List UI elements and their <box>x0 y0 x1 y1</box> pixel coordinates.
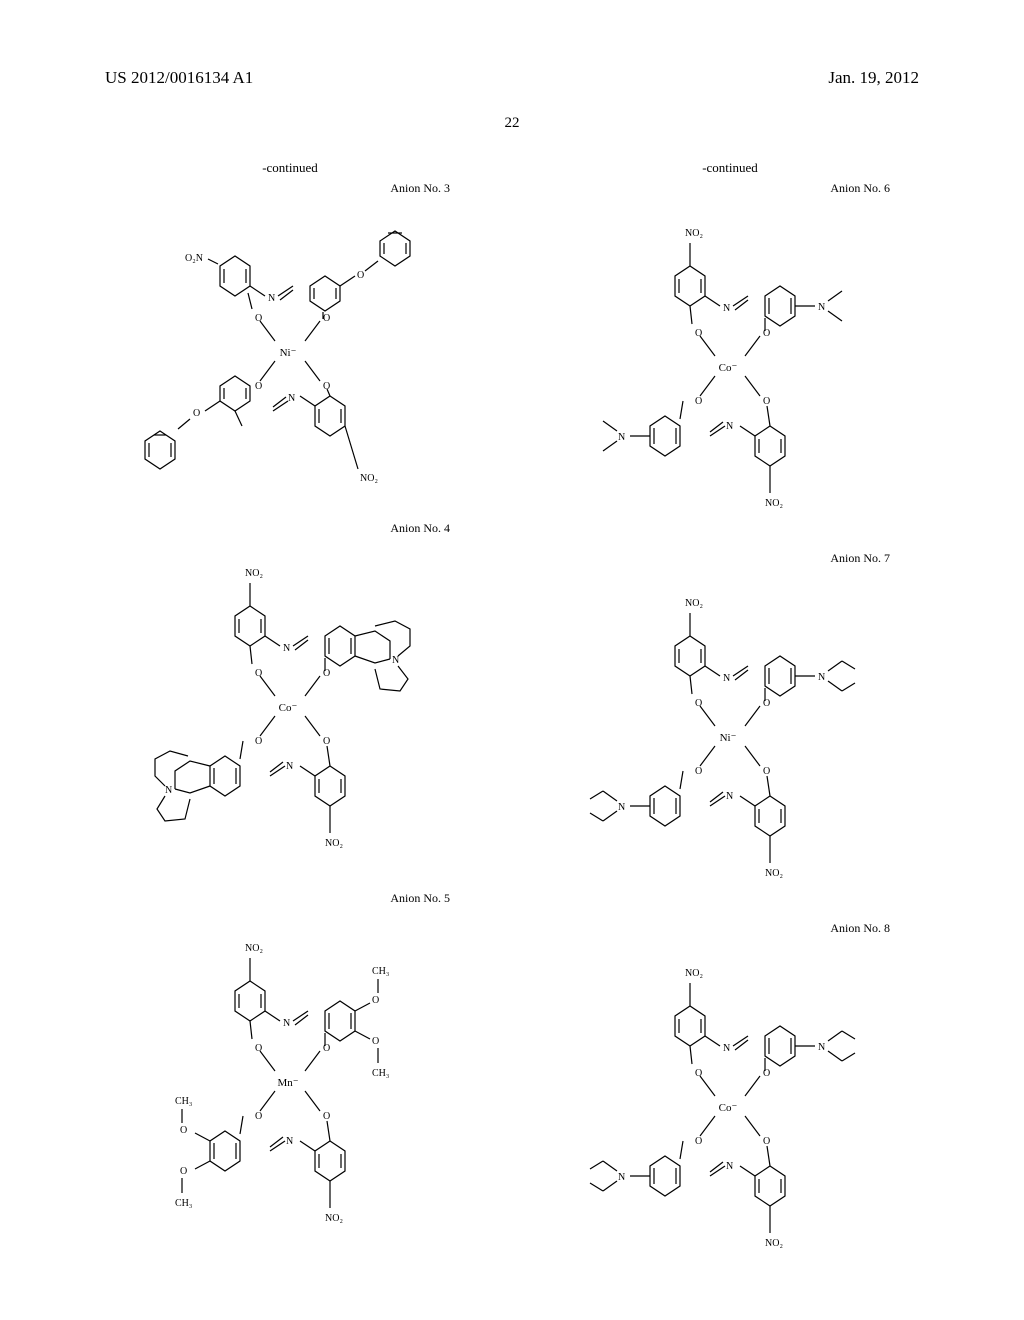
svg-text:O: O <box>695 1068 702 1079</box>
svg-text:N: N <box>726 1161 733 1172</box>
svg-text:N: N <box>818 672 825 683</box>
svg-text:NO₂: NO₂ <box>685 228 703 239</box>
svg-text:O: O <box>763 698 770 709</box>
svg-text:N: N <box>618 1172 625 1183</box>
svg-text:Co⁻: Co⁻ <box>279 702 298 714</box>
svg-text:NO₂: NO₂ <box>685 968 703 979</box>
svg-text:N: N <box>726 791 733 802</box>
svg-text:CH₃: CH₃ <box>175 1096 192 1107</box>
svg-text:O: O <box>763 766 770 777</box>
continued-label-left: -continued <box>100 160 480 176</box>
svg-text:O: O <box>323 381 330 392</box>
svg-text:NO₂: NO₂ <box>685 598 703 609</box>
svg-text:O: O <box>193 408 200 419</box>
svg-text:Co⁻: Co⁻ <box>719 1102 738 1114</box>
svg-text:N: N <box>283 1018 290 1029</box>
svg-text:O: O <box>323 313 330 324</box>
svg-text:O: O <box>695 1136 702 1147</box>
svg-text:O: O <box>357 270 364 281</box>
svg-text:N: N <box>283 643 290 654</box>
chemical-structure-5: Mn⁻ O O O O NO₂ N <box>100 911 480 1251</box>
publication-date: Jan. 19, 2012 <box>828 68 919 88</box>
svg-text:O: O <box>255 381 262 392</box>
svg-text:O: O <box>695 328 702 339</box>
svg-text:Co⁻: Co⁻ <box>719 362 738 374</box>
svg-text:O: O <box>763 396 770 407</box>
svg-text:O: O <box>372 995 379 1006</box>
svg-text:O: O <box>323 736 330 747</box>
svg-text:NO₂: NO₂ <box>765 498 783 509</box>
svg-text:N: N <box>723 1043 730 1054</box>
left-column: -continued Anion No. 3 Ni⁻ O O O O <box>100 160 480 1271</box>
svg-text:O: O <box>255 1043 262 1054</box>
svg-text:O: O <box>323 668 330 679</box>
svg-text:Mn⁻: Mn⁻ <box>277 1077 298 1089</box>
svg-text:NO₂: NO₂ <box>245 943 263 954</box>
svg-text:N: N <box>818 302 825 313</box>
svg-text:N: N <box>723 303 730 314</box>
svg-text:O: O <box>255 736 262 747</box>
anion-block-7: Anion No. 7 Ni⁻ O O O O <box>540 551 920 901</box>
svg-text:O: O <box>323 1043 330 1054</box>
svg-text:O: O <box>695 698 702 709</box>
chemical-structure-7: Ni⁻ O O O O NO₂ N <box>540 571 920 901</box>
svg-text:CH₃: CH₃ <box>372 1068 389 1079</box>
svg-text:Ni⁻: Ni⁻ <box>280 347 297 359</box>
svg-text:O: O <box>180 1166 187 1177</box>
anion-block-8: Anion No. 8 Co⁻ O O O O <box>540 921 920 1271</box>
anion-block-3: Anion No. 3 Ni⁻ O O O O <box>100 181 480 501</box>
svg-text:Ni⁻: Ni⁻ <box>720 732 737 744</box>
anion-label: Anion No. 5 <box>100 891 480 906</box>
continued-label-right: -continued <box>540 160 920 176</box>
svg-text:N: N <box>618 802 625 813</box>
svg-text:N: N <box>286 761 293 772</box>
svg-text:O₂N: O₂N <box>185 253 203 264</box>
svg-text:O: O <box>695 766 702 777</box>
svg-text:NO₂: NO₂ <box>325 1213 343 1224</box>
svg-text:O: O <box>763 1136 770 1147</box>
svg-text:N: N <box>726 421 733 432</box>
svg-text:O: O <box>323 1111 330 1122</box>
chemical-structure-6: Co⁻ O O O O NO₂ N <box>540 201 920 531</box>
svg-text:NO₂: NO₂ <box>360 473 378 484</box>
svg-text:O: O <box>763 1068 770 1079</box>
svg-text:O: O <box>255 668 262 679</box>
chemical-structure-4: Co⁻ O O O O NO₂ N <box>100 541 480 871</box>
svg-text:O: O <box>180 1125 187 1136</box>
svg-text:N: N <box>818 1042 825 1053</box>
svg-text:N: N <box>288 393 295 404</box>
chemical-structure-3: Ni⁻ O O O O O₂N <box>100 201 480 501</box>
svg-text:CH₃: CH₃ <box>175 1198 192 1209</box>
svg-text:NO₂: NO₂ <box>765 868 783 879</box>
anion-block-4: Anion No. 4 Co⁻ O O O O <box>100 521 480 871</box>
svg-text:O: O <box>255 1111 262 1122</box>
anion-label: Anion No. 3 <box>100 181 480 196</box>
svg-text:NO₂: NO₂ <box>245 568 263 579</box>
svg-text:N: N <box>268 293 275 304</box>
chemical-structure-8: Co⁻ O O O O NO₂ N <box>540 941 920 1271</box>
svg-text:N: N <box>723 673 730 684</box>
svg-text:NO₂: NO₂ <box>325 838 343 849</box>
patent-id: US 2012/0016134 A1 <box>105 68 253 88</box>
svg-text:N: N <box>392 655 399 666</box>
svg-text:CH₃: CH₃ <box>372 966 389 977</box>
svg-text:NO₂: NO₂ <box>765 1238 783 1249</box>
anion-block-6: Anion No. 6 Co⁻ O O O O <box>540 181 920 531</box>
svg-text:N: N <box>618 432 625 443</box>
anion-label: Anion No. 8 <box>540 921 920 936</box>
anion-block-5: Anion No. 5 Mn⁻ O O O O <box>100 891 480 1251</box>
svg-text:O: O <box>255 313 262 324</box>
anion-label: Anion No. 4 <box>100 521 480 536</box>
svg-text:O: O <box>372 1036 379 1047</box>
svg-text:N: N <box>286 1136 293 1147</box>
anion-label: Anion No. 7 <box>540 551 920 566</box>
svg-text:O: O <box>763 328 770 339</box>
page-number: 22 <box>505 115 520 132</box>
right-column: -continued Anion No. 6 Co⁻ O O O O <box>540 160 920 1291</box>
svg-text:N: N <box>165 785 172 796</box>
anion-label: Anion No. 6 <box>540 181 920 196</box>
svg-text:O: O <box>695 396 702 407</box>
